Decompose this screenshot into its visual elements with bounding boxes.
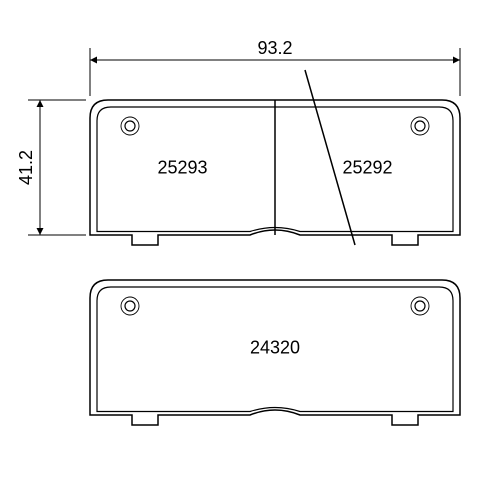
bottom-pad-screw xyxy=(415,301,425,311)
bottom-pad-screw xyxy=(125,301,135,311)
part-label-top-left: 25293 xyxy=(157,158,207,178)
technical-drawing: 93.2 41.2 25293 25292 24320 xyxy=(0,0,500,500)
bottom-pad-screw-seat xyxy=(411,297,429,315)
part-label-top-right: 25292 xyxy=(342,158,392,178)
top-pad-screw-seat xyxy=(121,117,139,135)
top-pad-screw xyxy=(125,121,135,131)
arrowhead xyxy=(37,228,44,235)
height-label: 41.2 xyxy=(16,150,36,185)
width-label: 93.2 xyxy=(257,38,292,58)
top-pad-screw xyxy=(415,121,425,131)
bottom-pad-screw-seat xyxy=(121,297,139,315)
top-pad-screw-seat xyxy=(411,117,429,135)
part-label-bottom: 24320 xyxy=(250,338,300,358)
arrowhead xyxy=(90,57,97,64)
arrowhead xyxy=(453,57,460,64)
arrowhead xyxy=(37,100,44,107)
